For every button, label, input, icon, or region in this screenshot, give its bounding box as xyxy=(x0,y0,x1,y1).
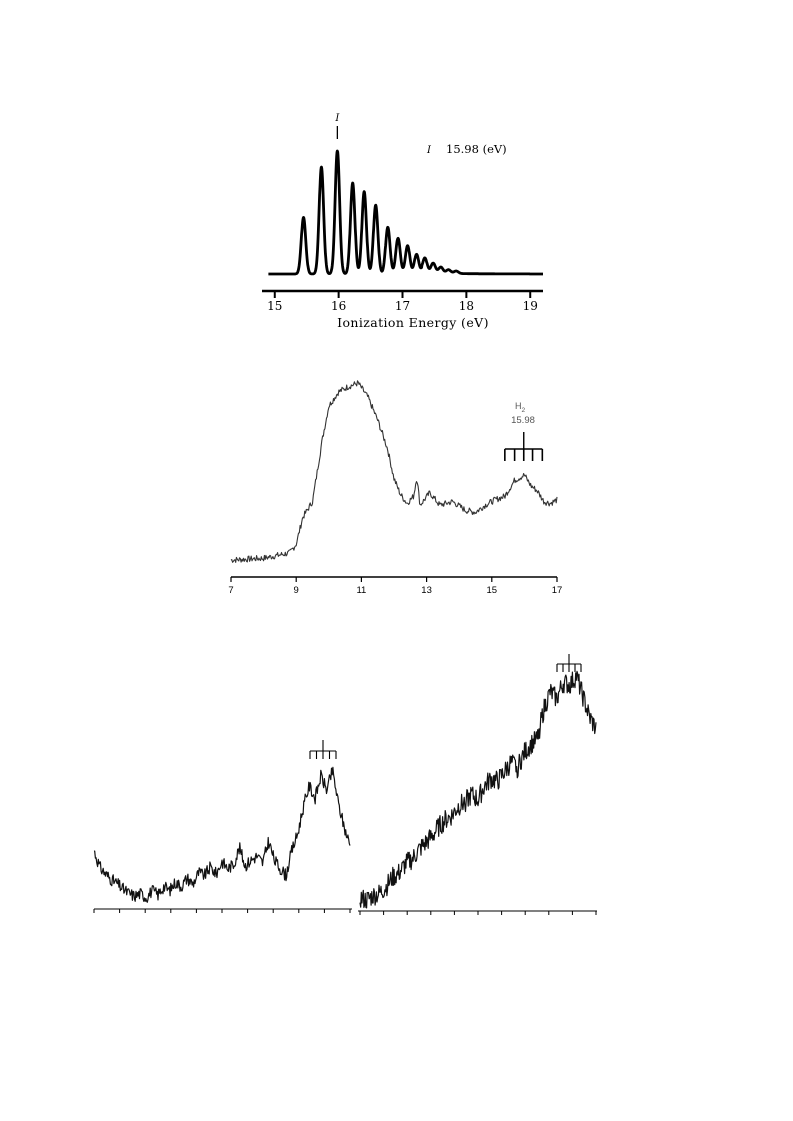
chart-2-tick-label-5: 17 xyxy=(552,585,563,596)
chart-4-ticks xyxy=(359,911,597,915)
chart-2-tick-label-4: 15 xyxy=(487,585,498,596)
chart-3-ticks xyxy=(93,909,351,913)
chart-2-series-line xyxy=(230,380,558,563)
chart-1-peak-marker-label: I xyxy=(334,113,340,124)
chart-2-annotation-label: H2 xyxy=(515,401,526,414)
chart-2-annotation-value: 15.98 xyxy=(511,415,535,426)
chart-2-tick-label-1: 9 xyxy=(294,585,299,596)
chart-2-tick-labels: 7 9 11 13 15 17 xyxy=(228,585,562,596)
chart-4 xyxy=(358,654,597,915)
chart-3-series-line xyxy=(93,766,351,903)
chart-1-x-axis-label: Ionization Energy (eV) xyxy=(337,315,489,330)
chart-2: 7 9 11 13 15 17 H2 15.98 xyxy=(228,380,562,596)
chart-1-legend-marker: I xyxy=(426,145,432,156)
chart-1-tick-label-3: 18 xyxy=(459,299,474,313)
chart-1-tick-label-0: 15 xyxy=(267,299,282,313)
chart-2-tick-label-2: 11 xyxy=(356,585,366,596)
chart-1: 15 16 17 18 19 Ionization Energy (eV) I I 15… xyxy=(262,113,545,330)
chart-1-tick-label-1: 16 xyxy=(331,299,346,313)
chart-2-ticks xyxy=(230,577,558,582)
chart-2-tick-label-0: 7 xyxy=(228,585,233,596)
chart-4-series-line xyxy=(359,670,597,909)
chart-1-tick-labels: 15 16 17 18 19 xyxy=(267,299,538,313)
chart-1-ticks xyxy=(273,291,532,298)
chart-4-annotation-comb xyxy=(556,654,582,672)
chart-1-series-line xyxy=(267,149,545,276)
chart-2-annotation-comb xyxy=(504,432,544,461)
chart-1-legend-text: 15.98 (eV) xyxy=(446,142,507,156)
chart-3 xyxy=(93,740,352,913)
chart-1-tick-label-4: 19 xyxy=(523,299,538,313)
chart-2-tick-label-3: 13 xyxy=(421,585,432,596)
chart-3-annotation-comb xyxy=(309,740,337,759)
chart-1-tick-label-2: 17 xyxy=(395,299,410,313)
